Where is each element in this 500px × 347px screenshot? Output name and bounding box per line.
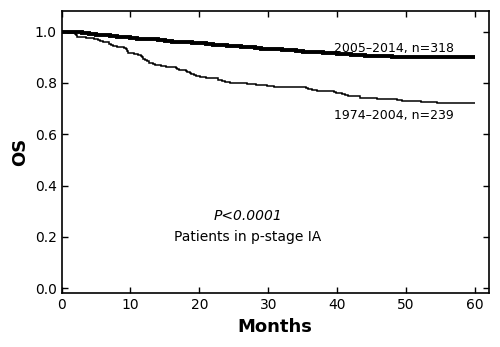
Y-axis label: OS: OS [11,138,29,167]
Text: P<0.0001: P<0.0001 [214,210,282,223]
Text: 2005–2014, n=318: 2005–2014, n=318 [334,42,454,55]
Text: Patients in p-stage IA: Patients in p-stage IA [174,230,322,244]
Text: 1974–2004, n=239: 1974–2004, n=239 [334,109,454,121]
X-axis label: Months: Months [238,318,312,336]
